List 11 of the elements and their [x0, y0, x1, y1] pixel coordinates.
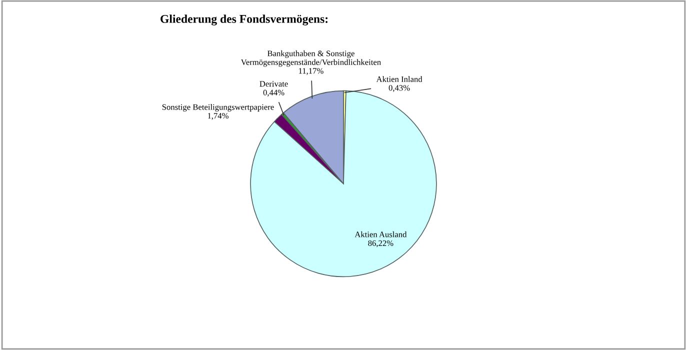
slice-label: Aktien Inland [376, 76, 422, 82]
data-label: 11,17% [299, 68, 324, 75]
data-label: 1,74% [208, 112, 228, 120]
data-label: 0,43% [388, 85, 410, 92]
slice-label: Aktien Ausland [354, 231, 407, 238]
slice-label: Sonstige Beteiligungswertpapiere [162, 104, 274, 112]
data-label: 86,22% [368, 240, 394, 248]
chart-title: Gliederung des Fondsvermögens: [160, 14, 328, 26]
data-label: 0,44% [263, 90, 284, 97]
slice-label: Bankguthaben & Sonstige Vermögensgegenstände/Verbindlichkeiten [240, 50, 381, 67]
slice-label: Derivate [260, 81, 288, 87]
